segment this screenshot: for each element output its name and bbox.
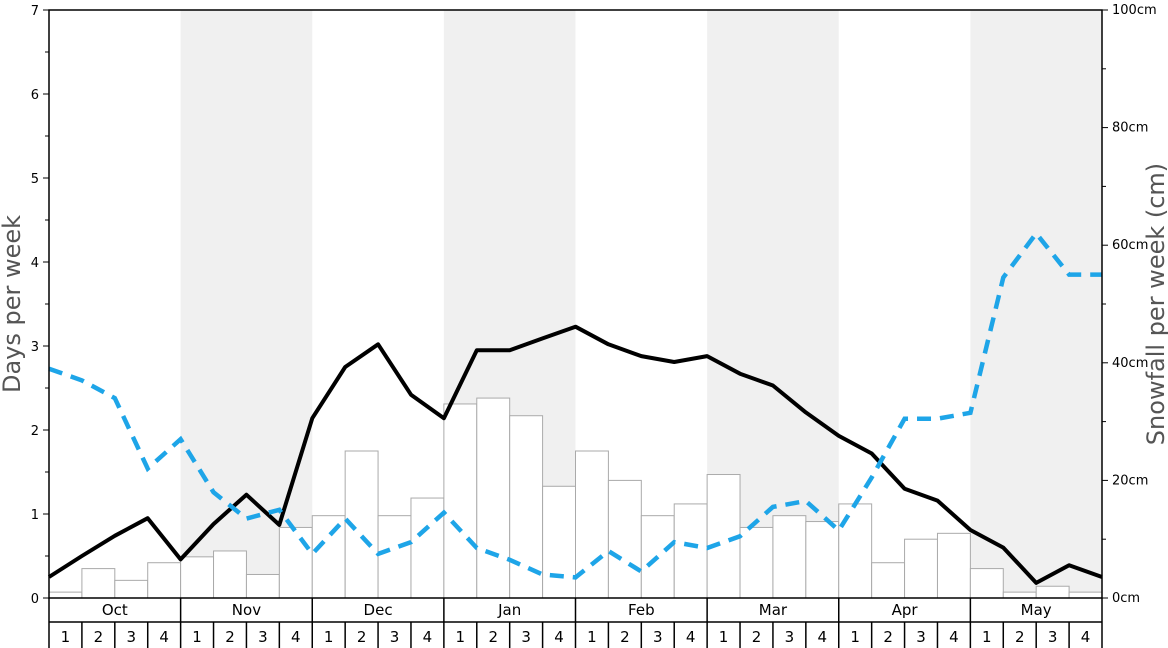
left-tick-label: 0 xyxy=(31,592,39,607)
month-band-may xyxy=(970,10,1102,598)
week-label: 3 xyxy=(785,628,795,646)
month-label-dec: Dec xyxy=(364,601,393,619)
week-label: 3 xyxy=(390,628,400,646)
left-tick-label: 4 xyxy=(31,256,39,271)
week-label: 4 xyxy=(291,628,301,646)
month-row: Oct Nov Dec Jan Feb Mar Apr May xyxy=(48,598,1103,623)
right-tick-label: 100cm xyxy=(1112,3,1157,18)
snowfall-bar-30 xyxy=(1002,591,1037,599)
snowfall-bar-31 xyxy=(1035,585,1070,599)
week-label: 2 xyxy=(620,628,630,646)
snowfall-bars xyxy=(48,397,1103,599)
right-tick-label: 0cm xyxy=(1112,591,1140,606)
week-label: 1 xyxy=(587,628,597,646)
snowfall-bar-4 xyxy=(147,562,182,599)
right-axis: 0cm 20cm 40cm 60cm 80cm 100cm xyxy=(1102,3,1157,606)
week-label: 4 xyxy=(159,628,169,646)
snowfall-bar-1 xyxy=(48,591,83,599)
week-label: 2 xyxy=(752,628,762,646)
snowfall-bar-24 xyxy=(805,521,840,599)
month-label-oct: Oct xyxy=(102,601,128,619)
snowfall-bar-18 xyxy=(607,479,642,599)
snowfall-bar-28 xyxy=(936,532,971,599)
snowfall-bar-25 xyxy=(838,503,873,599)
month-label-mar: Mar xyxy=(759,601,788,619)
week-label: 3 xyxy=(258,628,268,646)
left-tick-label: 1 xyxy=(31,508,39,523)
right-tick-label: 80cm xyxy=(1112,121,1148,136)
week-label: 1 xyxy=(850,628,860,646)
right-tick-label: 20cm xyxy=(1112,473,1148,488)
week-label: 2 xyxy=(488,628,498,646)
snowfall-bar-2 xyxy=(81,568,116,599)
snowfall-bar-22 xyxy=(739,526,774,599)
snowfall-bar-6 xyxy=(213,550,247,599)
snowfall-bar-11 xyxy=(377,515,412,599)
snowfall-bar-26 xyxy=(871,562,906,599)
snowfall-bar-29 xyxy=(969,568,1004,599)
snowfall-bar-8 xyxy=(278,526,313,599)
left-tick-label: 3 xyxy=(31,340,39,355)
week-label: 3 xyxy=(126,628,136,646)
snowfall-bar-13 xyxy=(443,403,478,599)
left-axis: 0 1 2 3 4 5 6 7 xyxy=(31,4,49,607)
week-label: 3 xyxy=(653,628,663,646)
left-axis-title: Days per week xyxy=(0,215,26,393)
month-label-may: May xyxy=(1021,601,1052,619)
week-label: 1 xyxy=(456,628,466,646)
days-per-week-line xyxy=(47,324,1103,585)
week-label: 1 xyxy=(192,628,202,646)
month-label-nov: Nov xyxy=(232,601,261,619)
snowfall-bar-32 xyxy=(1068,591,1103,599)
week-label: 3 xyxy=(1048,628,1058,646)
week-label: 1 xyxy=(61,628,71,646)
snowfall-dashed-line xyxy=(48,229,1102,580)
week-label: 4 xyxy=(423,628,433,646)
week-label: 2 xyxy=(94,628,104,646)
snowfall-bar-9 xyxy=(311,515,346,599)
left-tick-label: 5 xyxy=(31,172,39,187)
month-label-feb: Feb xyxy=(628,601,655,619)
right-axis-title: Snowfall per week (cm) xyxy=(1142,163,1168,445)
right-tick-label: 60cm xyxy=(1112,238,1148,253)
week-label: 1 xyxy=(982,628,992,646)
month-label-jan: Jan xyxy=(497,601,521,619)
snowfall-bar-23 xyxy=(772,515,807,599)
week-row: 1 2 3 4 1 2 3 4 1 2 3 4 1 2 3 4 1 2 3 4 1 2 3 4 1 2 3 4 1 2 3 4 xyxy=(48,622,1103,648)
week-label: 1 xyxy=(719,628,729,646)
month-label-apr: Apr xyxy=(892,601,919,619)
left-tick-label: 6 xyxy=(31,88,39,103)
week-label: 1 xyxy=(324,628,334,646)
week-label: 2 xyxy=(357,628,367,646)
week-label: 2 xyxy=(225,628,235,646)
week-label: 2 xyxy=(1015,628,1025,646)
week-label: 4 xyxy=(554,628,564,646)
week-label: 2 xyxy=(883,628,893,646)
snowfall-bar-20 xyxy=(673,503,708,599)
week-label: 3 xyxy=(916,628,926,646)
snowfall-bar-16 xyxy=(542,485,576,599)
week-label: 3 xyxy=(521,628,531,646)
left-tick-label: 7 xyxy=(31,4,39,19)
snowfall-bar-7 xyxy=(245,573,280,599)
week-label: 4 xyxy=(949,628,959,646)
snowfall-bar-12 xyxy=(410,497,445,599)
snowfall-bar-15 xyxy=(509,415,544,599)
snowfall-bar-5 xyxy=(180,556,215,599)
week-label: 4 xyxy=(818,628,828,646)
month-band-nov xyxy=(180,10,313,598)
snowfall-bar-27 xyxy=(904,538,938,599)
snowfall-bar-3 xyxy=(114,579,149,599)
week-label: 4 xyxy=(1081,628,1091,646)
month-shading-bands xyxy=(180,10,1102,598)
week-label: 4 xyxy=(686,628,696,646)
right-tick-label: 40cm xyxy=(1112,356,1148,371)
left-tick-label: 2 xyxy=(31,424,39,439)
snowfall-bar-14 xyxy=(476,397,511,599)
